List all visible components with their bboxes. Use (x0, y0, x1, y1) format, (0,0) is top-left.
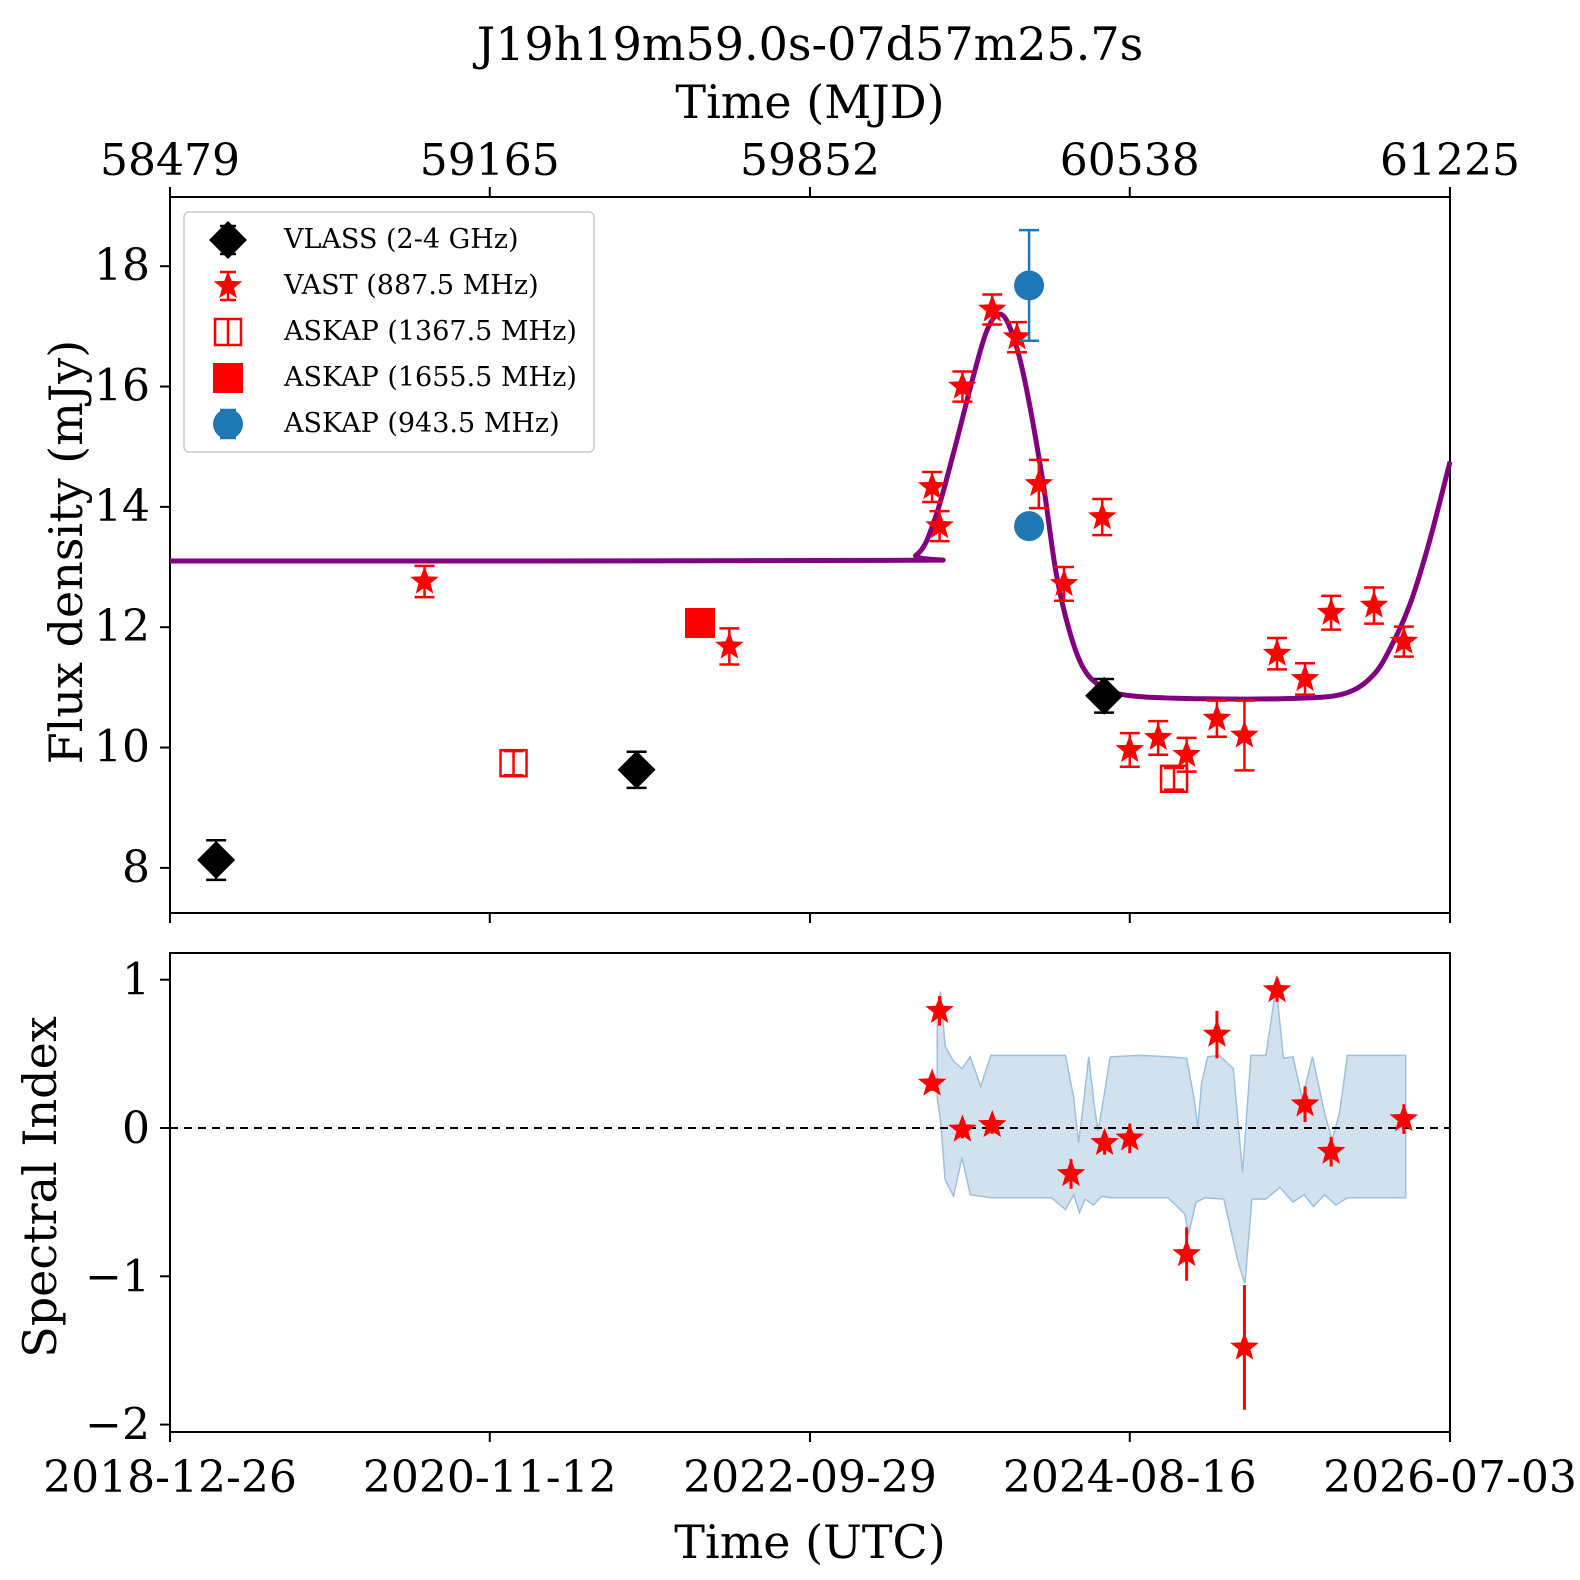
legend-label: ASKAP (943.5 MHz) (283, 408, 560, 439)
star-marker (1115, 1123, 1145, 1151)
legend-marker-diamond (209, 221, 247, 259)
star-marker (1389, 626, 1419, 654)
spectral-y-tick-label: −1 (85, 1251, 150, 1302)
uncertainty-band (936, 986, 1407, 1284)
star-marker (1262, 638, 1292, 666)
star-marker (1056, 1158, 1086, 1187)
legend-entry-askap-943: ASKAP (943.5 MHz) (213, 408, 560, 440)
bottom-axis-label: Time (UTC) (674, 1515, 945, 1569)
star-marker (917, 472, 947, 500)
bottom-x-tick-label: 2024-08-16 (1003, 1452, 1257, 1503)
star-marker (1024, 469, 1054, 497)
legend-entry-vast: VAST (887.5 MHz) (213, 270, 539, 302)
star-marker (410, 566, 439, 594)
star-marker (1202, 1019, 1232, 1047)
top-axis-label: Time (MJD) (675, 75, 944, 129)
star-marker (1202, 703, 1232, 731)
diamond-marker (209, 221, 247, 259)
star-marker (1316, 597, 1346, 625)
top-x-tick-label: 61225 (1380, 135, 1520, 186)
star-marker (1316, 1136, 1346, 1164)
flux-y-tick-label: 10 (94, 722, 150, 773)
legend-label: ASKAP (1367.5 MHz) (283, 316, 577, 347)
legend: VLASS (2-4 GHz) VAST (887.5 MHz) ASKAP (… (183, 211, 595, 453)
spectral-axis-label: Spectral Index (13, 1016, 67, 1358)
star-marker (1172, 1239, 1201, 1267)
star-marker (1359, 590, 1389, 618)
star-marker (1172, 739, 1201, 767)
spectral-index-panel: −2 −1 0 1 2018-12-26 2020-11-12 2022-09-29 2024… (43, 952, 1577, 1503)
star-marker (1230, 720, 1259, 748)
spectral-y-tick-label: −2 (85, 1400, 150, 1451)
star-marker (977, 294, 1007, 322)
legend-marker-circle (213, 408, 243, 440)
legend-label: VLASS (2-4 GHz) (283, 224, 519, 255)
star-marker (1389, 1104, 1419, 1132)
circle-marker (213, 409, 243, 439)
star-marker (925, 995, 954, 1023)
star-marker (1088, 502, 1117, 530)
star-marker (1002, 322, 1032, 350)
star-marker (1115, 734, 1145, 763)
legend-marker-filled-square (213, 363, 243, 393)
square-marker (213, 363, 243, 393)
legend-marker-star (213, 270, 243, 302)
flux-y-tick-label: 8 (122, 842, 150, 893)
star-marker (1049, 568, 1079, 597)
open-square-marker (499, 748, 528, 778)
star-marker (715, 631, 744, 659)
star-marker (948, 371, 977, 399)
bottom-x-tick-label: 2022-09-29 (683, 1452, 937, 1503)
legend-label: ASKAP (1655.5 MHz) (283, 362, 577, 393)
star-marker (1290, 1089, 1320, 1117)
bottom-x-tick-label: 2026-07-03 (1323, 1452, 1577, 1503)
diamond-marker (1085, 676, 1124, 715)
star-marker (213, 271, 243, 299)
star-marker (1090, 1127, 1119, 1155)
circle-marker (1014, 511, 1045, 542)
top-x-tick-label: 60538 (1060, 135, 1200, 186)
star-marker (977, 1110, 1007, 1138)
square-marker (684, 607, 715, 638)
top-x-tick-label: 59165 (420, 135, 560, 186)
legend-label: VAST (887.5 MHz) (283, 270, 539, 301)
star-marker (948, 1114, 977, 1142)
diamond-marker (197, 841, 236, 880)
legend-frame (183, 211, 595, 453)
top-x-tick-label: 58479 (100, 135, 240, 186)
star-marker (917, 1068, 947, 1096)
flux-y-tick-label: 14 (94, 481, 150, 532)
legend-entry-askap-1655: ASKAP (1655.5 MHz) (213, 362, 577, 393)
flux-axis-label: Flux density (mJy) (39, 340, 93, 764)
star-marker (1143, 722, 1173, 751)
circle-marker (1014, 270, 1045, 301)
star-marker (1262, 975, 1292, 1003)
flux-y-tick-label: 12 (94, 601, 150, 652)
legend-marker-open-square (213, 317, 243, 347)
bottom-x-tick-label: 2020-11-12 (363, 1452, 617, 1503)
star-marker (925, 511, 954, 539)
diamond-marker (617, 750, 656, 789)
open-square-marker (1159, 764, 1189, 794)
legend-entry-askap-1367: ASKAP (1367.5 MHz) (213, 316, 577, 347)
flux-panel: 58479 59165 59852 60538 61225 8 10 12 14 16 18 (94, 135, 1520, 923)
star-marker (1290, 663, 1320, 692)
spectral-y-tick-label: 1 (122, 955, 150, 1006)
spectral-y-tick-label: 0 (122, 1103, 150, 1154)
legend-entry-vlass: VLASS (2-4 GHz) (209, 221, 519, 259)
top-x-tick-label: 59852 (740, 135, 880, 186)
flux-y-tick-label: 16 (94, 361, 150, 412)
figure-title: J19h19m59.0s-07d57m25.7s (473, 17, 1143, 71)
star-marker (1230, 1332, 1259, 1360)
open-square-marker (213, 317, 243, 347)
bottom-x-tick-label: 2018-12-26 (43, 1452, 297, 1503)
flux-y-tick-label: 18 (94, 240, 150, 291)
